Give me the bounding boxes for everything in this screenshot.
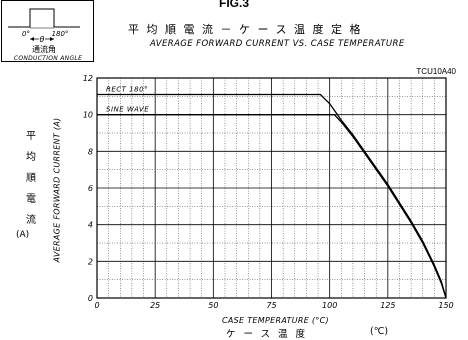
x-tick-label: 25 — [150, 301, 160, 310]
series-line — [97, 93, 447, 299]
y-tick-label: 6 — [88, 184, 93, 193]
y-tick-label: 0 — [88, 294, 93, 303]
y-label-char: 平 — [26, 131, 36, 142]
grid-lines — [96, 77, 447, 299]
figure-label: FIG.3 — [218, 0, 249, 10]
x-axis-label: CASE TEMPERATURE (°C) — [222, 316, 329, 325]
plot-frame — [96, 77, 447, 299]
series-label: SINE WAVE — [106, 106, 149, 114]
x-tick-label: 50 — [208, 301, 218, 310]
x-tick-label: 150 — [438, 301, 453, 310]
y-label-char: 流 — [26, 215, 36, 226]
title-english: AVERAGE FORWARD CURRENT VS. CASE TEMPERA… — [150, 39, 405, 49]
y-axis-label-japanese: 平 均 順 電 流 — [24, 126, 38, 231]
inset-label-theta: θ — [40, 35, 45, 44]
series-lines — [97, 93, 447, 299]
title-japanese: 平均順電流－ケース温度定格 — [128, 23, 368, 36]
x-tick-label: 75 — [266, 301, 276, 310]
y-tick-label: 10 — [83, 111, 93, 120]
series-label: RECT 180° — [106, 86, 148, 94]
tick-labels: 0 25 50 75 100 125 150 0 2 4 6 8 10 12 — [83, 74, 454, 310]
inset-caption-ja: 通流角 — [32, 44, 56, 54]
y-tick-label: 8 — [88, 147, 93, 156]
x-tick-label: 125 — [380, 301, 395, 310]
y-label-char: 均 — [26, 152, 36, 163]
inset-label-0: 0° — [22, 30, 30, 38]
y-label-char: 電 — [26, 194, 36, 205]
y-axis-unit: (A) — [16, 230, 30, 240]
y-tick-label: 4 — [88, 221, 93, 230]
conduction-waveform-icon: 0° 180° θ 通流角 CONDUCTION ANGLE — [8, 8, 82, 62]
series-labels: RECT 180° SINE WAVE — [106, 86, 149, 114]
part-number: TCU10A40 — [416, 67, 456, 76]
x-axis-label-japanese: ケース温度 — [226, 329, 314, 340]
plot-border — [96, 77, 447, 299]
series-line — [97, 114, 447, 299]
y-tick-label: 2 — [88, 257, 93, 266]
x-tick-label: 100 — [322, 301, 337, 310]
inset-caption-en: CONDUCTION ANGLE — [14, 55, 82, 62]
x-tick-label: 0 — [94, 301, 99, 310]
y-label-char: 順 — [26, 173, 36, 184]
inset-label-180: 180° — [52, 30, 69, 38]
conduction-angle-inset: 0° 180° θ 通流角 CONDUCTION ANGLE — [1, 0, 94, 62]
x-axis-unit: (℃) — [370, 326, 389, 337]
y-tick-label: 12 — [83, 74, 93, 83]
